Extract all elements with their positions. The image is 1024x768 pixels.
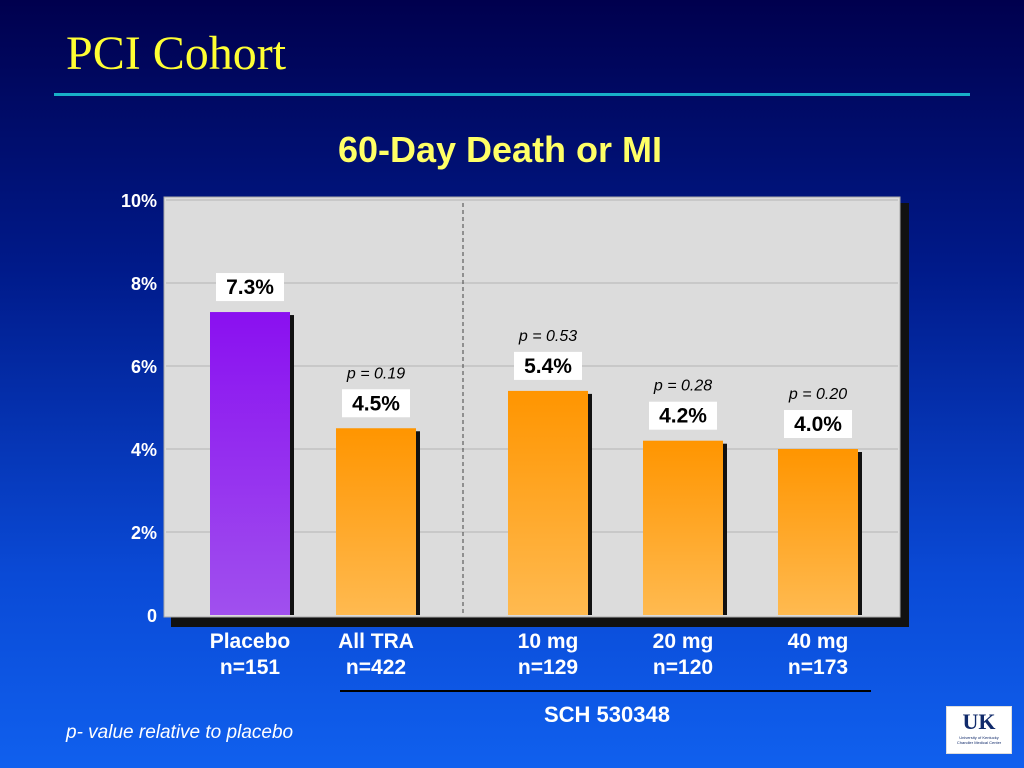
bar-all-tra xyxy=(336,428,416,615)
group-label: SCH 530348 xyxy=(544,702,670,727)
data-label-box xyxy=(784,410,852,438)
title-divider xyxy=(54,93,970,96)
data-label: 4.5% xyxy=(352,392,400,415)
data-label: 7.3% xyxy=(226,276,274,299)
x-sample-size-label: n=120 xyxy=(653,656,713,679)
x-category-label: 10 mg xyxy=(518,630,579,653)
data-label-box xyxy=(514,351,582,380)
x-sample-size-label: n=173 xyxy=(788,656,848,679)
y-tick-label: 8% xyxy=(131,274,157,294)
logo-mark: UK xyxy=(962,709,996,734)
logo-line-2: Chandler Medical Center xyxy=(956,740,1002,745)
data-label: 4.2% xyxy=(659,405,707,428)
y-tick-label: 6% xyxy=(131,357,157,377)
y-tick-label: 2% xyxy=(131,523,157,543)
y-tick-label: 4% xyxy=(131,440,157,460)
data-label-box xyxy=(649,401,717,430)
x-sample-size-label: n=129 xyxy=(518,656,578,679)
x-sample-size-label: n=151 xyxy=(220,656,280,679)
bar-10-mg xyxy=(508,390,588,615)
university-logo: UK University of Kentucky Chandler Medic… xyxy=(946,706,1012,754)
footnote: p- value relative to placebo xyxy=(66,722,294,743)
p-value-label: p = 0.19 xyxy=(346,365,405,382)
bar-placebo xyxy=(210,312,290,615)
p-value-label: p = 0.28 xyxy=(653,378,712,395)
x-category-label: 40 mg xyxy=(788,630,849,653)
logo-line-1: University of Kentucky xyxy=(959,735,999,740)
x-category-label: All TRA xyxy=(338,630,414,653)
data-label: 4.0% xyxy=(794,413,842,436)
x-sample-size-label: n=422 xyxy=(346,656,406,679)
bar-40-mg xyxy=(778,449,858,615)
p-value-label: p = 0.53 xyxy=(518,328,577,345)
bar-20-mg xyxy=(643,440,723,615)
y-tick-label: 10% xyxy=(121,191,157,211)
x-category-label: Placebo xyxy=(210,630,291,653)
y-tick-label: 0 xyxy=(147,606,157,626)
data-label: 5.4% xyxy=(524,355,572,378)
slide-title: PCI Cohort xyxy=(66,27,287,80)
p-value-label: p = 0.20 xyxy=(788,386,847,403)
chart-title: 60-Day Death or MI xyxy=(337,129,663,170)
data-label-box xyxy=(216,273,284,302)
data-label-box xyxy=(342,389,410,418)
x-category-label: 20 mg xyxy=(653,630,714,653)
